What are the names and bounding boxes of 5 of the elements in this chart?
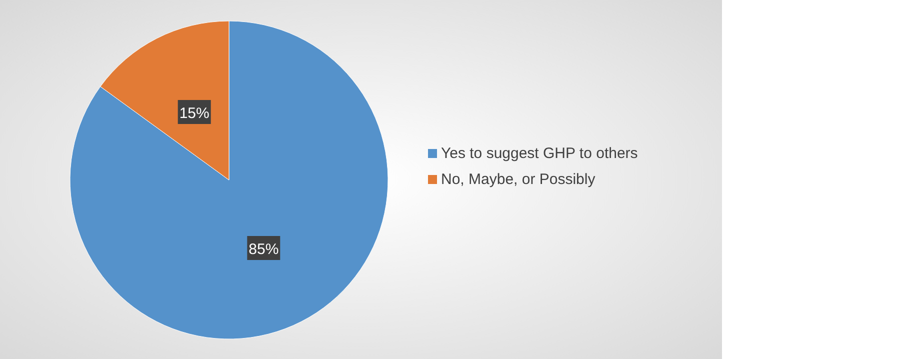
legend-item: No, Maybe, or Possibly — [428, 171, 596, 188]
legend-item: Yes to suggest GHP to others — [428, 145, 638, 162]
pie-slice — [70, 20, 388, 340]
data-label: 15% — [179, 105, 210, 122]
data-label: 85% — [248, 241, 279, 258]
